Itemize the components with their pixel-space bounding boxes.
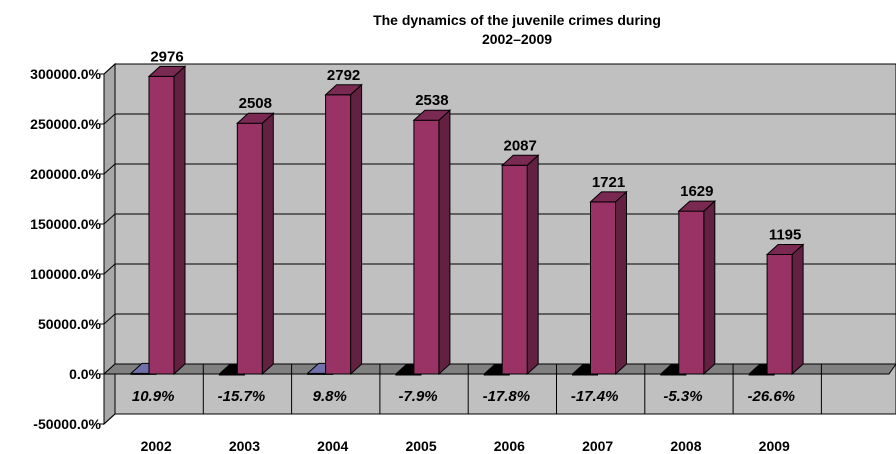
x-tick-label: 2007 <box>582 438 613 454</box>
bar-crime-count-top <box>412 109 452 121</box>
bar-crime-count-front <box>766 254 793 375</box>
y-tick-label: 150000.0% <box>30 216 101 232</box>
data-label-count: 2976 <box>150 48 183 65</box>
y-tick-label: 100000.0% <box>30 266 101 282</box>
data-label-percent: -15.7% <box>218 388 266 405</box>
chart-title-line-2: 2002–2009 <box>482 31 552 47</box>
bar-crime-count <box>412 109 452 376</box>
data-label-percent: 10.9% <box>132 388 175 405</box>
bar-crime-count-side <box>526 154 539 376</box>
bar-crime-count-side <box>261 112 274 376</box>
x-tick-label: 2002 <box>141 438 172 454</box>
bar-crime-count-side <box>615 190 627 376</box>
bar-crime-count-side <box>173 65 186 376</box>
chart-title-line-1: The dynamics of the juvenile crimes duri… <box>373 12 661 28</box>
bar-crime-count-front <box>148 75 175 375</box>
bar-crime-count-top <box>500 154 540 166</box>
data-label-count: 2538 <box>415 92 448 109</box>
bar-crime-count <box>147 65 187 376</box>
bar-crime-count <box>589 190 628 376</box>
bar-crime-count-top <box>147 65 187 77</box>
data-label-count: 2087 <box>504 137 537 154</box>
x-tick-label: 2008 <box>670 438 701 454</box>
bar-crime-count-side <box>350 83 363 376</box>
bar-crime-count <box>765 243 805 376</box>
x-tick-label: 2003 <box>229 438 260 454</box>
gridline-side <box>103 263 116 275</box>
data-label-count: 1721 <box>592 174 625 191</box>
gridline-side <box>103 113 116 125</box>
y-tick-label: 0.0% <box>69 366 101 382</box>
x-tick-label: 2004 <box>317 438 348 454</box>
gridline-side <box>103 213 116 225</box>
bar-crime-count-side <box>438 109 451 376</box>
data-label-percent: -5.3% <box>663 388 702 405</box>
gridline-side <box>103 163 116 175</box>
gridline-side <box>103 63 116 75</box>
y-tick-label: 250000.0% <box>30 116 101 132</box>
bar-crime-count-top <box>324 84 363 96</box>
bar-crime-count-side <box>703 199 716 376</box>
y-tick-label: 200000.0% <box>30 166 101 182</box>
bar-crime-count <box>500 154 540 376</box>
bar-crime-count-top <box>236 112 275 124</box>
bar-crime-count-front <box>325 94 352 375</box>
gridline-side <box>103 413 116 425</box>
bar-crime-count <box>677 199 717 376</box>
y-tick-label: -50000.0% <box>33 416 101 432</box>
data-label-count: 1629 <box>680 183 713 200</box>
y-tick-label: 300000.0% <box>30 66 101 82</box>
bar-crime-count-front <box>590 201 616 375</box>
bar-crime-count-top <box>765 244 805 255</box>
x-tick-label: 2006 <box>494 438 525 454</box>
bar-crime-count-front <box>413 119 440 375</box>
bar-crime-count-front <box>501 164 528 375</box>
data-label-percent: 9.8% <box>313 388 347 405</box>
y-tick-label: 50000.0% <box>38 316 102 332</box>
bar-crime-count-top <box>589 191 628 203</box>
data-label-percent: -26.6% <box>747 388 795 405</box>
bar-crime-count-front <box>678 210 705 375</box>
gridline-side <box>103 313 116 325</box>
bar-crime-count-front <box>236 122 263 375</box>
data-label-percent: -17.8% <box>483 388 531 405</box>
data-label-count: 1195 <box>769 227 802 244</box>
bar-crime-count-side <box>791 243 804 376</box>
data-label-percent: -17.4% <box>571 388 619 405</box>
bar-crime-count <box>324 83 363 376</box>
bar-crime-count <box>236 112 275 376</box>
x-tick-label: 2009 <box>759 438 790 454</box>
data-label-percent: -7.9% <box>398 388 437 405</box>
bar-crime-count-top <box>677 200 717 212</box>
x-tick-label: 2005 <box>405 438 436 454</box>
data-label-count: 2792 <box>327 67 360 84</box>
data-label-count: 2508 <box>239 95 272 112</box>
